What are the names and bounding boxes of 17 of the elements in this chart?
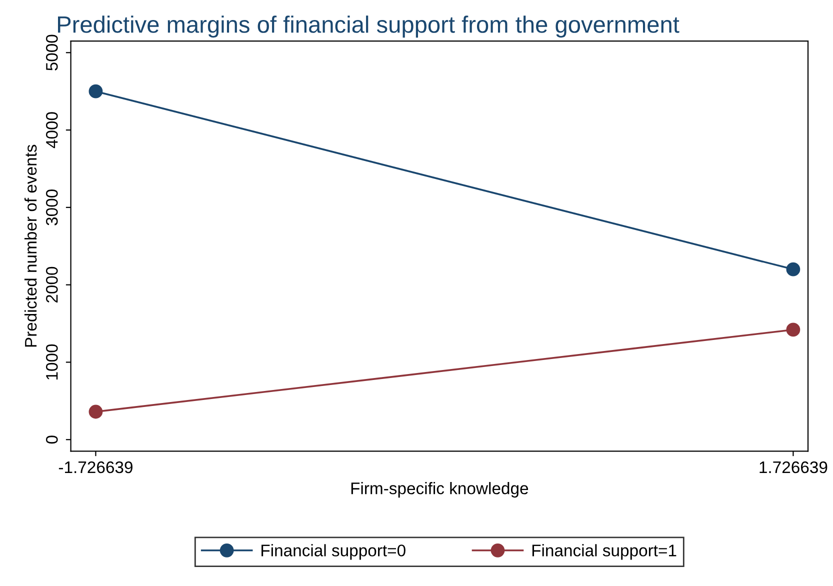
y-tick-label: 1000 <box>46 344 58 380</box>
point <box>88 84 103 98</box>
x-tick-label: -1.726639 <box>58 461 132 474</box>
y-tick-label: 5000 <box>46 34 58 70</box>
y-tick-label: 2000 <box>46 266 58 303</box>
legend-label: Financial support=1 <box>532 544 676 560</box>
y-axis-title: Predicted number of events <box>24 144 37 347</box>
x-axis-title: Firm-specific knowledge <box>351 482 528 498</box>
y-tick-label: 0 <box>46 436 58 444</box>
point <box>786 262 800 276</box>
point <box>88 404 103 419</box>
x-tick-label: 1.726639 <box>760 461 828 474</box>
chart-title: Predictive margins of financial support from the government <box>58 16 680 38</box>
y-tick-label: 4000 <box>46 112 58 148</box>
y-tick-label: 3000 <box>46 190 58 226</box>
point <box>786 322 800 337</box>
legend-label: Financial support=0 <box>262 544 406 560</box>
